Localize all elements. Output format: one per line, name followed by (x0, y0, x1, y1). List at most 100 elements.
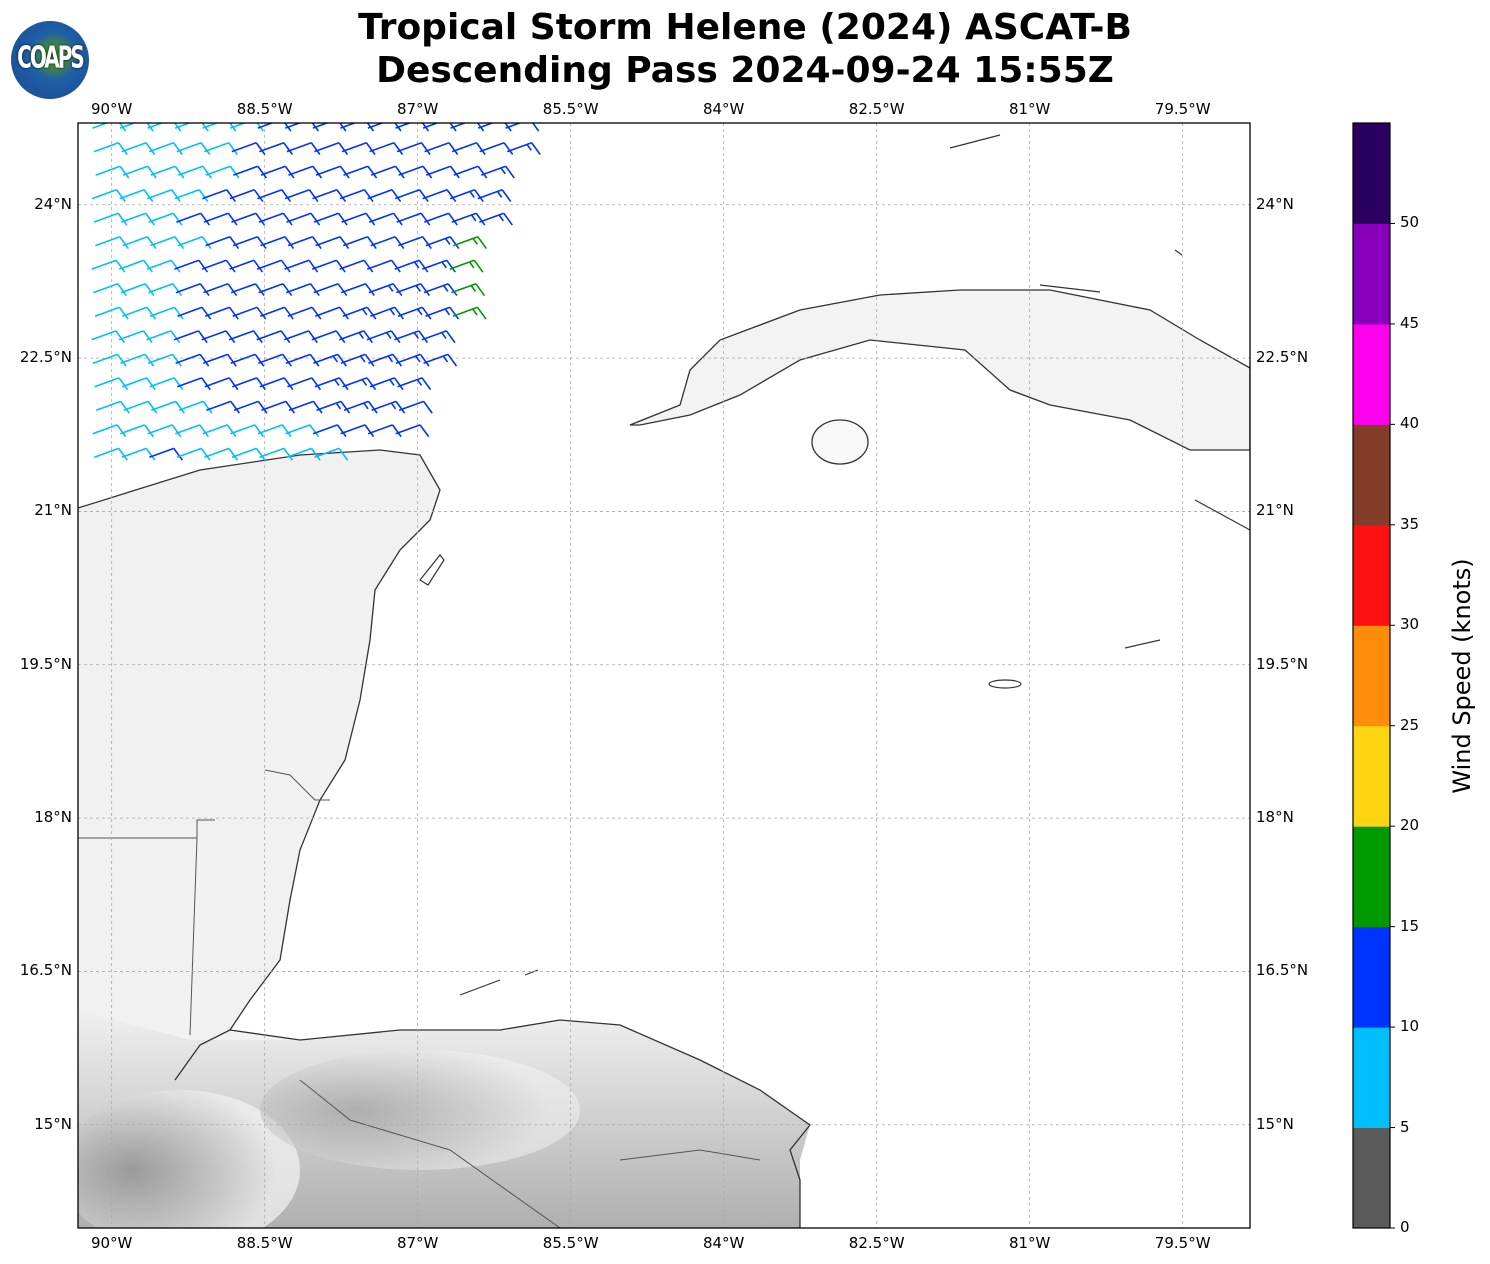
lat-tick-label-left: 15°N (34, 1114, 72, 1133)
colorbar-tick-label: 30 (1400, 615, 1420, 634)
wind-barb (453, 165, 488, 179)
title-line-2: Descending Pass 2024-09-24 15:55Z (376, 50, 1114, 91)
wind-barb (230, 353, 265, 367)
wind-barb (314, 377, 349, 391)
wind-barb (394, 259, 429, 273)
wind-barb (177, 306, 212, 320)
wind-barb (176, 377, 211, 391)
wind-barb (258, 283, 293, 297)
wind-barbs (91, 123, 541, 461)
wind-barb (175, 424, 209, 438)
wind-barb (257, 424, 292, 438)
wind-barb (93, 447, 128, 461)
figure-title: Tropical Storm Helene (2024) ASCAT-B Des… (0, 6, 1490, 92)
wind-barb (202, 123, 237, 132)
wind-barb (284, 188, 319, 203)
wind-barb (287, 306, 322, 320)
wind-barb (371, 400, 406, 414)
wind-barb (339, 259, 374, 273)
lat-tick-label-left: 24°N (34, 194, 72, 213)
lon-tick-label-top: 87°W (396, 100, 439, 118)
wind-barb (256, 259, 291, 273)
wind-barb (122, 236, 157, 250)
wind-barb (396, 283, 430, 297)
wind-barb (423, 283, 458, 297)
wind-barb (315, 165, 350, 179)
colorbar-segment (1353, 926, 1390, 1028)
colorbar-segment (1353, 725, 1390, 827)
colorbar-segment (1353, 123, 1390, 224)
wind-barb (93, 212, 128, 226)
lon-tick-label-top: 88.5°W (236, 100, 293, 118)
wind-barb (343, 400, 378, 414)
wind-barb (146, 188, 181, 203)
wind-barb (122, 165, 157, 179)
wind-barb (177, 236, 212, 250)
wind-barb (174, 259, 209, 273)
wind-barb (425, 306, 460, 320)
colorbar-segment (1353, 223, 1390, 325)
wind-barb (343, 165, 378, 179)
wind-barb (422, 259, 456, 273)
wind-barb (369, 377, 404, 391)
wind-barb (480, 165, 515, 179)
wind-barb (95, 236, 129, 250)
wind-barb (257, 188, 292, 203)
wind-barb (398, 165, 433, 179)
wind-barb (313, 283, 348, 297)
coastline-yucatan (78, 449, 811, 1228)
wind-barb (95, 400, 130, 414)
wind-barb (339, 188, 374, 203)
wind-barb (176, 212, 211, 226)
wind-barb (477, 188, 512, 203)
wind-barb (340, 123, 375, 132)
wind-barb (206, 400, 240, 414)
wind-barb (312, 188, 347, 203)
wind-barb (229, 123, 264, 132)
wind-barb (340, 424, 375, 438)
wind-barb (369, 141, 404, 155)
wind-barb (311, 330, 346, 344)
wind-barb (95, 165, 130, 179)
wind-barb (202, 188, 236, 203)
wind-barb (287, 377, 322, 391)
wind-barb (232, 236, 267, 250)
wind-barb (205, 236, 240, 250)
colorbar-segment (1353, 826, 1390, 928)
wind-barb (233, 165, 268, 179)
wind-barb (230, 283, 265, 297)
wind-barb (258, 353, 292, 367)
wind-barb (120, 283, 155, 297)
wind-barb (367, 123, 402, 132)
graticule (78, 123, 1250, 1228)
land-cuba (629, 289, 1250, 451)
wind-barb (342, 236, 377, 250)
wind-barb (146, 330, 181, 344)
wind-barb (259, 141, 293, 155)
wind-barb (366, 259, 401, 273)
wind-barb (232, 306, 267, 320)
wind-barb (121, 377, 156, 391)
wind-barb (91, 330, 126, 344)
wind-barb (284, 259, 319, 273)
wind-barb (312, 424, 347, 438)
wind-barb (479, 141, 514, 155)
wind-barb (395, 353, 430, 367)
wind-barb (231, 447, 266, 461)
wind-barb (288, 400, 323, 414)
wind-barb (314, 447, 349, 461)
wind-barb (147, 353, 182, 367)
wind-barb (450, 123, 485, 132)
wind-barb (368, 283, 403, 297)
wind-barb (201, 330, 236, 344)
wind-barb (339, 330, 373, 344)
lat-tick-label-left: 18°N (34, 808, 72, 827)
islands-bay (459, 134, 1250, 996)
wind-barb (202, 424, 237, 438)
wind-barb (340, 353, 375, 367)
wind-barb (149, 306, 184, 320)
wind-barb (313, 212, 348, 226)
wind-barb (174, 188, 209, 203)
